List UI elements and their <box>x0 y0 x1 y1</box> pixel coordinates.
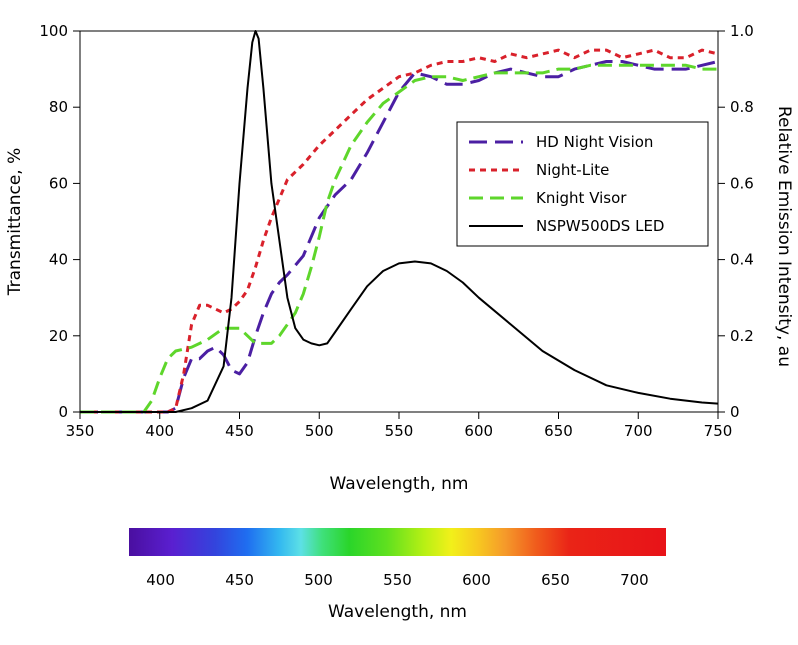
x-tick-label: 550 <box>385 422 414 440</box>
spectrum-color-bar <box>129 528 666 556</box>
x-tick-label: 750 <box>704 422 733 440</box>
x-tick-label: 500 <box>305 422 334 440</box>
x-tick-label: 450 <box>225 422 254 440</box>
y-axis-title: Transmittance, % <box>5 148 25 297</box>
series-line-night-lite <box>80 48 719 414</box>
y2-tick-label: 0.2 <box>730 327 754 345</box>
spectrum-tick-label: 700 <box>620 571 649 589</box>
y-tick-label: 100 <box>39 22 68 40</box>
y2-tick-label: 1.0 <box>730 22 754 40</box>
x-axis-title: Wavelength, nm <box>330 474 469 494</box>
legend-label: Night-Lite <box>536 161 609 179</box>
spectrum-tick-label: 600 <box>462 571 491 589</box>
x-tick-label: 650 <box>544 422 573 440</box>
series-line-hd-night-vision <box>80 60 719 414</box>
series-line-knight-visor <box>80 63 718 414</box>
x-tick-label: 400 <box>145 422 174 440</box>
spectrum-tick-label: 450 <box>225 571 254 589</box>
spectrum-tick-label: 500 <box>304 571 333 589</box>
spectrum-tick-label: 550 <box>383 571 412 589</box>
legend-label: NSPW500DS LED <box>536 217 664 235</box>
y-tick-label: 60 <box>49 174 68 192</box>
x-tick-label: 350 <box>66 422 95 440</box>
y-tick-label: 20 <box>49 327 68 345</box>
spectrum-axis-title: Wavelength, nm <box>328 602 467 622</box>
y2-tick-label: 0 <box>730 403 740 421</box>
x-tick-label: 700 <box>624 422 653 440</box>
spectrum-tick-label: 400 <box>146 571 175 589</box>
legend-label: HD Night Vision <box>536 133 653 151</box>
y2-tick-label: 0.4 <box>730 251 754 269</box>
y2-tick-label: 0.8 <box>730 98 754 116</box>
spectrum-tick-label: 650 <box>541 571 570 589</box>
y2-tick-label: 0.6 <box>730 174 754 192</box>
x-tick-label: 600 <box>464 422 493 440</box>
legend-label: Knight Visor <box>536 189 627 207</box>
series-line-nspw500ds-led <box>80 30 719 413</box>
y-tick-label: 40 <box>49 251 68 269</box>
y-tick-label: 0 <box>58 403 68 421</box>
y-tick-label: 80 <box>49 98 68 116</box>
y2-axis-title: Relative Emission Intensity, au <box>774 106 794 367</box>
